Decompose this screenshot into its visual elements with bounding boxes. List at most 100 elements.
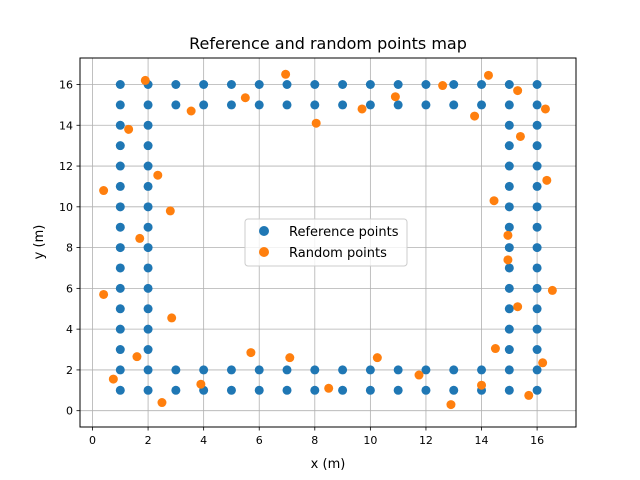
random-point bbox=[196, 379, 206, 389]
reference-point bbox=[504, 304, 514, 314]
reference-point bbox=[199, 365, 209, 375]
reference-point bbox=[115, 222, 125, 232]
reference-point bbox=[338, 385, 348, 395]
reference-point bbox=[338, 100, 348, 110]
reference-point bbox=[504, 80, 514, 90]
x-tick-label: 0 bbox=[89, 434, 96, 447]
y-tick-label: 10 bbox=[59, 201, 73, 214]
reference-point bbox=[310, 80, 320, 90]
random-point bbox=[132, 352, 142, 362]
reference-point bbox=[393, 365, 403, 375]
x-tick-label: 2 bbox=[145, 434, 152, 447]
reference-point bbox=[477, 365, 487, 375]
reference-point bbox=[282, 365, 292, 375]
random-point bbox=[438, 81, 448, 91]
random-point bbox=[135, 233, 145, 243]
reference-point bbox=[226, 365, 236, 375]
reference-point bbox=[532, 161, 542, 171]
chart-title: Reference and random points map bbox=[189, 34, 467, 53]
y-tick-label: 12 bbox=[59, 160, 73, 173]
reference-point bbox=[143, 222, 153, 232]
random-point bbox=[140, 75, 150, 85]
reference-point bbox=[532, 141, 542, 151]
random-point bbox=[167, 313, 177, 323]
x-tick-label: 16 bbox=[530, 434, 544, 447]
reference-point bbox=[504, 243, 514, 253]
reference-point bbox=[532, 222, 542, 232]
legend-marker-reference bbox=[259, 226, 269, 236]
axes: 0 2 4 6 8 10 12 14 16 0 2 4 6 8 10 12 14 16 bbox=[59, 79, 544, 447]
random-point bbox=[483, 70, 493, 80]
random-point bbox=[503, 230, 513, 240]
reference-point bbox=[449, 80, 459, 90]
reference-point bbox=[393, 80, 403, 90]
reference-point bbox=[143, 304, 153, 314]
reference-point bbox=[254, 365, 264, 375]
reference-point bbox=[393, 385, 403, 395]
reference-point bbox=[143, 263, 153, 273]
reference-point bbox=[171, 100, 181, 110]
random-point bbox=[157, 398, 167, 408]
x-tick-label: 12 bbox=[419, 434, 433, 447]
reference-point bbox=[143, 243, 153, 253]
y-tick-label: 8 bbox=[66, 242, 73, 255]
reference-point bbox=[504, 161, 514, 171]
reference-point bbox=[115, 120, 125, 130]
x-tick-label: 14 bbox=[475, 434, 489, 447]
reference-point bbox=[532, 304, 542, 314]
reference-point bbox=[504, 141, 514, 151]
reference-point bbox=[115, 161, 125, 171]
y-tick-label: 14 bbox=[59, 119, 73, 132]
reference-point bbox=[365, 365, 375, 375]
reference-point bbox=[449, 385, 459, 395]
legend: Reference points Random points bbox=[244, 218, 408, 267]
random-point bbox=[165, 206, 175, 216]
reference-point bbox=[115, 202, 125, 212]
x-axis-label: x (m) bbox=[311, 457, 346, 472]
reference-point bbox=[143, 181, 153, 191]
reference-point bbox=[115, 345, 125, 355]
reference-point bbox=[143, 365, 153, 375]
random-point bbox=[311, 118, 321, 128]
reference-point bbox=[477, 100, 487, 110]
reference-point bbox=[449, 100, 459, 110]
random-point bbox=[515, 131, 525, 141]
reference-point bbox=[115, 324, 125, 334]
reference-point bbox=[532, 263, 542, 273]
y-tick-label: 4 bbox=[66, 323, 73, 336]
reference-point bbox=[338, 365, 348, 375]
random-point bbox=[538, 358, 548, 368]
random-point bbox=[99, 186, 109, 196]
reference-point bbox=[504, 365, 514, 375]
reference-point bbox=[310, 100, 320, 110]
reference-point bbox=[143, 120, 153, 130]
reference-point bbox=[171, 385, 181, 395]
legend-marker-random bbox=[259, 247, 269, 257]
reference-point bbox=[504, 202, 514, 212]
reference-point bbox=[226, 80, 236, 90]
y-tick-label: 2 bbox=[66, 364, 73, 377]
random-point bbox=[186, 106, 196, 116]
random-point bbox=[285, 353, 295, 363]
reference-point bbox=[143, 100, 153, 110]
random-point bbox=[390, 92, 400, 102]
reference-point bbox=[532, 100, 542, 110]
y-tick-label: 0 bbox=[66, 405, 73, 418]
legend-label-reference: Reference points bbox=[289, 225, 399, 240]
y-axis-label: y (m) bbox=[32, 225, 47, 260]
random-point bbox=[108, 374, 118, 384]
x-tick-label: 4 bbox=[200, 434, 207, 447]
reference-point bbox=[282, 100, 292, 110]
reference-point bbox=[504, 100, 514, 110]
reference-point bbox=[477, 80, 487, 90]
reference-point bbox=[143, 283, 153, 293]
reference-point bbox=[199, 80, 209, 90]
random-point bbox=[490, 344, 500, 354]
legend-box bbox=[244, 218, 408, 267]
random-point bbox=[281, 69, 291, 79]
reference-point bbox=[171, 365, 181, 375]
random-point bbox=[542, 175, 552, 185]
random-point bbox=[446, 400, 456, 410]
random-point bbox=[547, 285, 557, 295]
reference-point bbox=[532, 202, 542, 212]
